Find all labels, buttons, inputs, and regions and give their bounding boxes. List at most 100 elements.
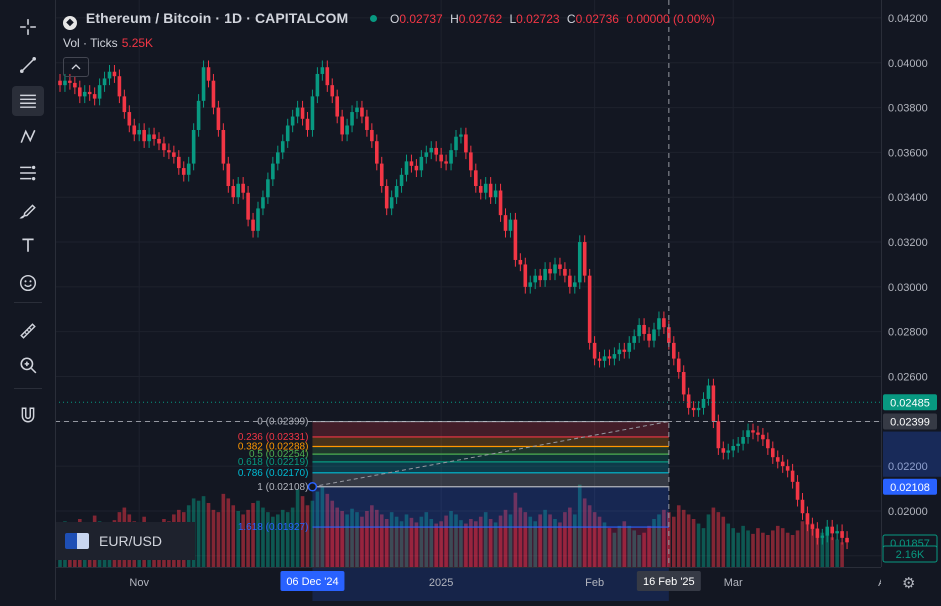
candle[interactable] — [518, 253, 523, 272]
candle[interactable] — [706, 378, 711, 406]
candle[interactable] — [513, 212, 518, 267]
candle[interactable] — [790, 463, 795, 489]
candle[interactable] — [186, 156, 191, 182]
candle[interactable] — [117, 69, 122, 104]
candle[interactable] — [216, 100, 221, 137]
candle[interactable] — [672, 336, 676, 366]
candle[interactable] — [152, 127, 156, 146]
candle[interactable] — [122, 89, 127, 119]
candle[interactable] — [483, 177, 488, 200]
candle[interactable] — [315, 67, 320, 104]
candle[interactable] — [553, 257, 557, 281]
candle[interactable] — [58, 73, 62, 92]
candle[interactable] — [523, 257, 528, 294]
candle[interactable] — [612, 347, 617, 366]
candle[interactable] — [780, 454, 785, 473]
candle[interactable] — [587, 268, 592, 350]
candle[interactable] — [162, 136, 166, 157]
projection-tool-button[interactable] — [12, 158, 44, 188]
candle[interactable] — [231, 179, 236, 204]
candle[interactable] — [112, 64, 117, 83]
candle[interactable] — [236, 177, 240, 204]
candle[interactable] — [469, 145, 473, 178]
candle[interactable] — [845, 531, 849, 550]
candle[interactable] — [721, 441, 726, 460]
text-tool-button[interactable] — [12, 230, 44, 260]
candle[interactable] — [320, 60, 325, 81]
candle[interactable] — [825, 519, 830, 543]
candle[interactable] — [771, 441, 775, 464]
candle[interactable] — [498, 183, 503, 222]
candle[interactable] — [285, 118, 290, 148]
candle[interactable] — [172, 145, 176, 164]
candle[interactable] — [177, 150, 181, 175]
candle[interactable] — [132, 118, 137, 142]
candle[interactable] — [439, 147, 443, 169]
candle[interactable] — [305, 112, 310, 137]
candle[interactable] — [528, 275, 533, 294]
candle[interactable] — [632, 329, 636, 350]
candle[interactable] — [726, 443, 731, 460]
candle[interactable] — [617, 342, 622, 361]
symbol-legend[interactable]: ◆ Ethereum / Bitcoin · 1D · CAPITALCOM — [63, 10, 378, 30]
candle[interactable] — [389, 190, 394, 216]
candle[interactable] — [241, 177, 245, 200]
time-axis[interactable]: Nov 2025 Feb Mar Apr 06 Dec '24 16 Feb '25 — [55, 567, 896, 601]
candle[interactable] — [157, 132, 161, 151]
candle[interactable] — [810, 517, 815, 536]
candle[interactable] — [414, 159, 419, 178]
chart-pane[interactable]: 0 (0.02399) 0.236 (0.02331) 0.382 (0.02288… — [55, 0, 888, 598]
candle[interactable] — [657, 311, 661, 337]
candle[interactable] — [607, 349, 612, 366]
candle[interactable] — [662, 311, 666, 334]
candle[interactable] — [246, 186, 250, 227]
candle[interactable] — [701, 392, 706, 415]
candle[interactable] — [474, 163, 478, 193]
candle[interactable] — [815, 522, 820, 545]
candle[interactable] — [652, 322, 656, 348]
candle[interactable] — [394, 179, 399, 204]
collapse-legend-button[interactable] — [63, 57, 89, 77]
candle[interactable] — [147, 127, 151, 148]
candle[interactable] — [820, 528, 825, 545]
candle[interactable] — [573, 275, 577, 294]
candle[interactable] — [637, 318, 641, 343]
candle[interactable] — [92, 87, 97, 106]
candle[interactable] — [290, 109, 295, 133]
candle[interactable] — [775, 450, 780, 469]
candle[interactable] — [756, 425, 760, 442]
candle[interactable] — [325, 60, 330, 92]
candle[interactable] — [280, 134, 285, 160]
candle[interactable] — [350, 105, 354, 133]
candle[interactable] — [266, 172, 270, 204]
candle[interactable] — [251, 212, 255, 238]
candle[interactable] — [840, 524, 844, 545]
candle[interactable] — [508, 212, 513, 238]
candle[interactable] — [196, 94, 201, 137]
zoom-tool-button[interactable] — [12, 350, 44, 380]
candle[interactable] — [691, 401, 696, 417]
candle[interactable] — [256, 201, 260, 238]
candle[interactable] — [226, 156, 231, 193]
candle[interactable] — [434, 141, 438, 162]
fib-trend-line[interactable] — [312, 421, 669, 488]
candle[interactable] — [795, 475, 800, 507]
candle[interactable] — [429, 141, 434, 160]
candle[interactable] — [355, 100, 359, 119]
candle[interactable] — [424, 145, 429, 164]
candle[interactable] — [751, 423, 755, 440]
emoji-tool-button[interactable] — [12, 268, 44, 298]
candle[interactable] — [597, 351, 602, 368]
trendline-tool-button[interactable] — [12, 50, 44, 80]
candle[interactable] — [97, 78, 102, 106]
candle[interactable] — [548, 262, 552, 281]
candle[interactable] — [82, 85, 87, 104]
candle[interactable] — [78, 80, 82, 104]
brush-tool-button[interactable] — [12, 196, 44, 226]
candle[interactable] — [454, 129, 458, 157]
candle[interactable] — [558, 257, 562, 276]
volume-legend[interactable]: Vol · Ticks 5.25K — [63, 36, 153, 50]
price-axis[interactable]: 0.04200 0.04000 0.03800 0.03600 0.03400 0.032… — [881, 0, 941, 567]
fib-tools-tool-button[interactable] — [12, 86, 44, 116]
candle[interactable] — [741, 430, 745, 451]
